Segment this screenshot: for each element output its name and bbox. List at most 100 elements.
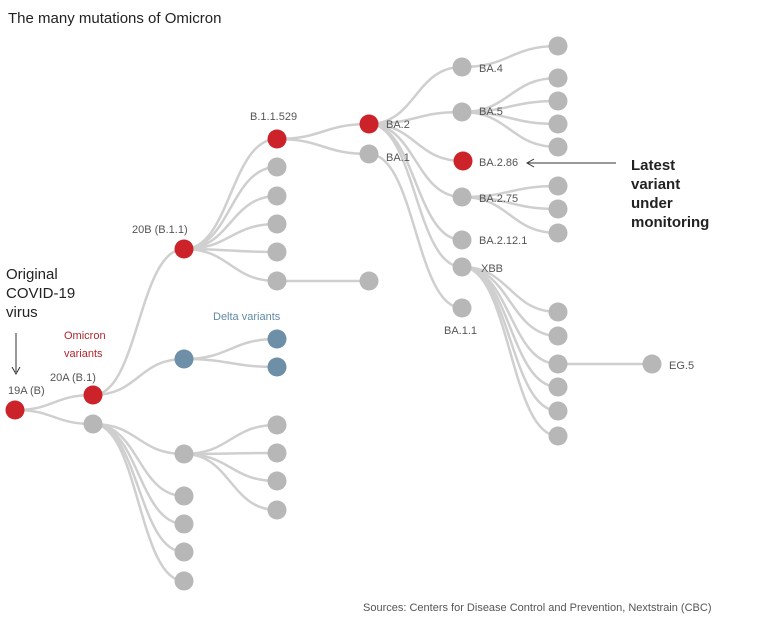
edge-ba1-ba11 bbox=[368, 152, 463, 310]
tree-nodes bbox=[5, 36, 662, 591]
label-ba11: BA.1.1 bbox=[444, 325, 477, 337]
edge-xbb-x6 bbox=[461, 265, 559, 438]
node-eg5 bbox=[642, 354, 662, 374]
node-ba275b bbox=[548, 199, 568, 219]
left-arrow-icon bbox=[525, 158, 616, 168]
node-g581 bbox=[174, 571, 194, 591]
edge-b20-b529 bbox=[183, 137, 278, 251]
node-x1 bbox=[548, 302, 568, 322]
edge-root-a20 bbox=[14, 393, 94, 412]
label-ba1: BA.1 bbox=[386, 152, 410, 164]
node-ba275 bbox=[452, 187, 472, 207]
node-s425 bbox=[267, 415, 287, 435]
node-g20 bbox=[83, 414, 103, 434]
edge-b529-ba2 bbox=[276, 122, 370, 141]
label-19a: 19A (B) bbox=[8, 385, 45, 397]
diagram-title: The many mutations of Omicron bbox=[8, 10, 221, 27]
node-g496 bbox=[174, 486, 194, 506]
edge-b20-b281 bbox=[183, 247, 278, 283]
node-g524 bbox=[174, 514, 194, 534]
node-root bbox=[5, 400, 25, 420]
node-s481 bbox=[267, 471, 287, 491]
edge-g454-s481 bbox=[183, 452, 278, 483]
annotation-original-line1: Original bbox=[6, 266, 58, 283]
node-d367 bbox=[267, 357, 287, 377]
edge-ba2-ba5 bbox=[368, 110, 463, 126]
node-b529 bbox=[267, 129, 287, 149]
annotation-original-line3: virus bbox=[6, 304, 38, 321]
label-ba286: BA.2.86 bbox=[479, 157, 518, 169]
edge-g454-s425 bbox=[183, 423, 278, 456]
label-ba2121: BA.2.12.1 bbox=[479, 235, 527, 247]
node-x3 bbox=[548, 354, 568, 374]
label-ba2: BA.2 bbox=[386, 119, 410, 131]
node-a20 bbox=[83, 385, 103, 405]
label-20a: 20A (B.1) bbox=[50, 372, 96, 384]
edge-ba275-ba275c bbox=[461, 195, 559, 235]
node-ba275a bbox=[548, 176, 568, 196]
node-ba11 bbox=[452, 298, 472, 318]
edge-ba2-xbb bbox=[368, 122, 463, 269]
node-b167 bbox=[267, 157, 287, 177]
annotation-latest-line4: monitoring bbox=[631, 214, 709, 231]
edge-ba2-ba4 bbox=[368, 65, 463, 126]
down-arrow-icon bbox=[11, 333, 21, 376]
edge-g20-g581 bbox=[92, 422, 185, 583]
node-ba286 bbox=[453, 151, 473, 171]
label-b11529: B.1.1.529 bbox=[250, 111, 297, 123]
node-b224 bbox=[267, 214, 287, 234]
label-20b: 20B (B.1.1) bbox=[132, 224, 188, 236]
node-ba1 bbox=[359, 144, 379, 164]
node-ba5 bbox=[452, 102, 472, 122]
node-x4 bbox=[548, 377, 568, 397]
node-g552 bbox=[174, 542, 194, 562]
node-b20 bbox=[174, 239, 194, 259]
node-b196 bbox=[267, 186, 287, 206]
edge-root-g20 bbox=[14, 408, 94, 426]
edge-b20-b196 bbox=[183, 194, 278, 251]
node-b281 bbox=[267, 271, 287, 291]
annotation-omicron-line1: Omicron bbox=[64, 330, 106, 342]
edge-a20-b20 bbox=[92, 247, 185, 397]
node-s453 bbox=[267, 443, 287, 463]
label-ba5: BA.5 bbox=[479, 106, 503, 118]
annotation-original-line2: COVID-19 bbox=[6, 285, 75, 302]
node-ba4 bbox=[452, 57, 472, 77]
annotation-latest-line3: under bbox=[631, 195, 673, 212]
node-ba275c bbox=[548, 223, 568, 243]
annotation-omicron-line2: variants bbox=[64, 348, 103, 360]
edge-ba5-ba5d bbox=[461, 110, 559, 149]
edge-d-d339 bbox=[183, 337, 278, 361]
node-b252 bbox=[267, 242, 287, 262]
label-eg5: EG.5 bbox=[669, 360, 694, 372]
annotation-latest-line2: variant bbox=[631, 176, 680, 193]
edge-g454-s510 bbox=[183, 452, 278, 512]
node-ba5c bbox=[548, 114, 568, 134]
tree-edges bbox=[14, 44, 653, 583]
node-ba2 bbox=[359, 114, 379, 134]
edge-g20-g552 bbox=[92, 422, 185, 554]
node-ba5b bbox=[548, 91, 568, 111]
node-s510 bbox=[267, 500, 287, 520]
edge-a20-d bbox=[92, 357, 185, 397]
node-ba5d bbox=[548, 137, 568, 157]
node-g454 bbox=[174, 444, 194, 464]
annotation-latest-line1: Latest bbox=[631, 157, 675, 174]
node-ba2121 bbox=[452, 230, 472, 250]
node-ba5a bbox=[548, 68, 568, 88]
node-xbb bbox=[452, 257, 472, 277]
node-x6 bbox=[548, 426, 568, 446]
label-xbb: XBB bbox=[481, 263, 503, 275]
node-x2 bbox=[548, 326, 568, 346]
annotation-delta: Delta variants bbox=[213, 311, 281, 323]
node-b281c bbox=[359, 271, 379, 291]
label-ba275: BA.2.75 bbox=[479, 193, 518, 205]
edge-ba4-ba4c bbox=[461, 44, 559, 69]
node-ba4c bbox=[548, 36, 568, 56]
source-note: Sources: Centers for Disease Control and… bbox=[363, 602, 711, 614]
node-d339 bbox=[267, 329, 287, 349]
label-ba4: BA.4 bbox=[479, 63, 503, 75]
edge-b20-b167 bbox=[183, 165, 278, 251]
node-x5 bbox=[548, 401, 568, 421]
